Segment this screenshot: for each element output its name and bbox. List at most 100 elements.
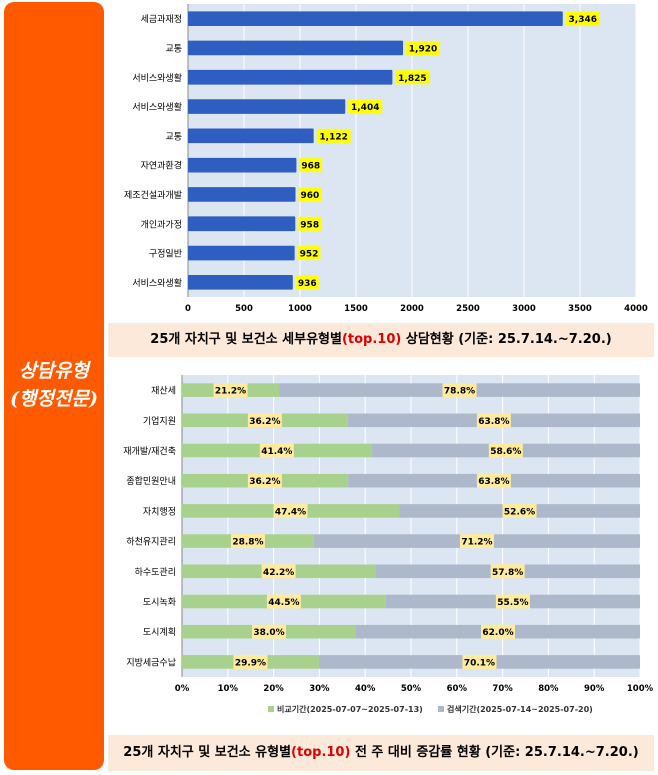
chart2-value-label-1: 63.8%: [478, 417, 509, 427]
chart1-category-label: 제조건설과개발: [124, 190, 182, 201]
chart2-x-tick: 60%: [447, 684, 468, 694]
chart1-bar: [188, 245, 295, 261]
chart2-value-label-0-bg: [230, 534, 265, 549]
side-category-label: 상담유형 (행정전문): [10, 360, 98, 410]
chart1-x-tick: 500: [235, 304, 253, 314]
chart2-value-label-1: 58.6%: [490, 447, 521, 457]
chart2-value-label-0: 42.2%: [263, 568, 294, 578]
chart2-category-label: 도시녹화: [143, 597, 176, 608]
chart2-value-label-1-bg: [490, 564, 525, 579]
chart2-value-label-1: 63.8%: [478, 477, 509, 487]
chart2-value-label-0-bg: [247, 413, 282, 428]
chart2-value-label-0-bg: [273, 503, 308, 518]
chart1-x-tick: 1500: [344, 304, 368, 314]
chart2-value-label-0-bg: [213, 383, 248, 398]
chart2-value-label-0: 47.4%: [275, 507, 306, 517]
chart1-x-tick: 3000: [512, 304, 536, 314]
chart1-x-tick: 2000: [400, 304, 424, 314]
chart2-category-label: 지방세금수납: [126, 657, 176, 668]
chart1-category-label: 자연과환경: [141, 160, 182, 172]
chart1-x-tick: 2500: [456, 304, 480, 314]
chart2-x-tick: 0%: [175, 684, 190, 694]
chart2-value-label-0: 36.2%: [249, 417, 280, 427]
chart2-value-label-0-bg: [233, 654, 268, 669]
chart2-category-label: 재산세: [151, 386, 176, 397]
chart2-value-label-1-bg: [495, 594, 530, 609]
chart2-x-tick: 100%: [627, 684, 654, 694]
chart1-x-tick: 3500: [568, 304, 592, 314]
chart2-x-tick: 90%: [584, 684, 605, 694]
chart2-caption-pre: 25개 자치구 및 보건소 유형별: [123, 745, 292, 760]
chart2-value-label-0: 44.5%: [268, 598, 299, 608]
chart2-category-label: 기업지원: [143, 416, 176, 427]
chart1-bar: [188, 275, 293, 290]
chart1-category-label: 구정일반: [149, 249, 182, 260]
chart2-legend-swatch-0: [268, 706, 274, 712]
chart2-x-tick: 30%: [309, 684, 330, 694]
chart2-value-label-1-bg: [502, 503, 537, 518]
chart1-x-tick: 0: [185, 304, 191, 314]
chart1-category-label: 서비스와생활: [132, 72, 182, 84]
chart1-category-label: 교통: [165, 43, 182, 54]
chart1-value-label-bg: [395, 70, 430, 85]
chart1-bar: [188, 40, 404, 56]
chart1-bar: [188, 99, 346, 114]
chart1-caption-pre: 25개 자치구 및 보건소 세부유형별: [150, 332, 342, 347]
chart1-value-label: 1,825: [398, 74, 426, 84]
chart2-legend-swatch-1: [438, 706, 444, 712]
chart2-value-label-0-bg: [247, 473, 282, 488]
chart2-value-label-0: 36.2%: [249, 477, 280, 487]
chart1-category-label: 서비스와생활: [132, 101, 182, 113]
chart2-value-label-1-bg: [481, 624, 516, 639]
chart2-value-label-0: 28.8%: [232, 538, 263, 548]
chart1-value-label: 960: [301, 191, 320, 201]
chart1-bar: [188, 69, 393, 85]
chart1-value-label-bg: [297, 246, 321, 261]
chart1-x-tick: 1000: [288, 304, 312, 314]
chart2-category-label: 하수도관리: [135, 567, 176, 578]
chart2-value-label-1-bg: [476, 473, 511, 488]
chart1-bar: [188, 187, 296, 202]
chart2-value-label-1-bg: [462, 654, 497, 669]
chart2-value-label-0: 41.4%: [261, 447, 292, 457]
chart1-value-label-bg: [316, 128, 351, 143]
chart2-category-label: 자치행정: [143, 505, 176, 517]
chart2-value-label-0: 38.0%: [253, 628, 284, 638]
chart2-legend-label-1: 검색기간(2025-07-14~2025-07-20): [447, 704, 593, 714]
chart2-caption-highlight: (top.10): [291, 745, 351, 760]
chart1-category-label: 교통: [165, 131, 182, 142]
chart2-value-label-1: 71.2%: [461, 538, 492, 548]
chart2-value-label-0: 29.9%: [235, 658, 266, 668]
chart1-value-label: 936: [298, 279, 317, 289]
chart-weekly-change-rate: 0% 10% 20% 30% 40% 50% 60% 70% 80% 90% 100% 재산세 21.2…: [123, 375, 654, 714]
chart2-value-label-0-bg: [261, 564, 296, 579]
chart1-bar: [188, 216, 296, 232]
chart2-value-label-0-bg: [259, 443, 294, 458]
chart1-value-label-bg: [299, 158, 323, 173]
chart-top10-consultations: 0 500 1000 1500 2000 2500 3000 3500 4000 세금과재정 3,3…: [124, 4, 648, 314]
chart2-category-label: 재개발/재건축: [123, 446, 176, 457]
chart1-value-label: 3,346: [569, 15, 597, 25]
chart1-bar: [188, 128, 314, 144]
chart1-bar: [188, 157, 297, 173]
chart2-x-tick: 20%: [263, 684, 284, 694]
chart1-value-label: 968: [301, 162, 320, 172]
chart2-category-label: 종합민원안내: [126, 476, 176, 487]
chart1-value-label-bg: [298, 216, 322, 231]
chart2-x-tick: 50%: [401, 684, 422, 694]
chart2-x-tick: 10%: [218, 684, 239, 694]
chart2-x-tick: 70%: [492, 684, 513, 694]
chart2-value-label-1: 70.1%: [464, 658, 495, 668]
chart1-value-label: 1,122: [319, 132, 347, 142]
chart1-value-label-bg: [298, 187, 322, 202]
chart1-value-label-bg: [565, 11, 600, 26]
chart1-category-label: 세금과재정: [141, 14, 182, 25]
chart1-category-label: 서비스와생활: [132, 277, 182, 289]
chart1-caption: 25개 자치구 및 보건소 세부유형별(top.10) 상담현황 (기준: 25…: [108, 323, 654, 357]
chart2-x-tick: 40%: [355, 684, 376, 694]
chart2-value-label-0-bg: [252, 624, 287, 639]
chart1-x-tick: 4000: [624, 304, 648, 314]
chart1-value-label-bg: [406, 40, 441, 55]
chart2-caption: 25개 자치구 및 보건소 유형별(top.10) 전 주 대비 증감률 현황 …: [108, 735, 654, 771]
chart2-value-label-1: 78.8%: [444, 387, 475, 397]
